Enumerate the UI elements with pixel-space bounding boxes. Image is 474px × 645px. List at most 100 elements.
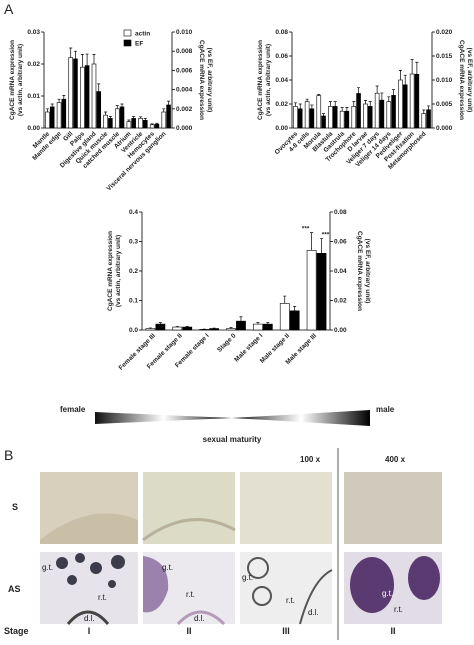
error-bar [143,118,147,121]
y-tick-label: 0.01 [27,93,40,100]
bar [306,250,317,331]
stage: III [282,626,290,636]
error-bar [320,238,324,254]
y-tick-label: 0.00 [275,125,288,132]
error-bar [266,322,270,325]
bar [289,310,300,331]
micrograph-detail [176,610,226,626]
error-bar [162,108,166,112]
bar [316,95,322,129]
bar [262,323,273,331]
image-label: r.t. [98,593,107,602]
bar [339,110,345,129]
bar [108,118,113,129]
bar [363,103,368,129]
error-bar [69,47,73,58]
image-label: d.l. [308,608,319,617]
y-axis-title: CgACE mRNA expression [107,231,114,311]
legend-swatch [123,39,132,47]
micrograph-detail [143,556,169,613]
bar [84,65,90,129]
bar [253,323,263,331]
bar [421,113,427,129]
micrograph-detail [247,557,333,625]
bar [199,329,210,331]
panel-label: A [4,1,14,17]
error-bar [127,119,131,122]
error-bar [410,59,414,74]
y2-axis-title: CgACE mRNA expression [198,40,205,120]
bar [182,326,193,331]
micrograph [143,472,235,544]
micrograph-detail [142,518,236,542]
bar [154,123,160,129]
bar [103,114,108,129]
y-tick-label: 0.02 [27,61,40,68]
bar [45,111,50,129]
error-bar [328,101,332,107]
image-label: r.t. [286,596,295,605]
y-axis-title: (vs actin, arbitrary unit) [265,44,272,116]
error-bar [317,94,321,96]
y2-axis-title: (vs EF, arbitrary unit) [206,48,213,113]
error-bar [139,116,143,119]
stage-label: Stage [4,626,29,636]
bar [328,106,333,129]
bar [96,91,102,129]
bar [356,93,361,129]
axis-frame [43,32,173,129]
bar [131,118,136,129]
micrograph-detail [56,553,125,588]
error-bar [62,95,66,100]
bar [309,108,315,129]
gradient-right-label: male [376,405,395,414]
error-bar [322,113,326,116]
image-label: r.t. [186,590,195,599]
legend-label: EF [135,41,143,48]
error-bar [92,54,96,64]
bar [126,121,132,129]
error-bar [415,61,419,75]
bar [279,303,290,331]
error-bar [345,107,349,112]
bar [367,106,373,129]
y-tick-label: 0.06 [275,53,288,60]
bar [304,101,310,129]
micrograph-detail [66,610,110,625]
bar [426,109,431,129]
error-bar [352,101,356,107]
error-bar [310,104,314,109]
error-bar [375,85,379,94]
micrograph-detail [40,513,138,544]
error-bar [293,102,297,107]
y2-tick-label: 0.04 [334,268,347,275]
bar [155,323,166,331]
error-bar [398,70,402,80]
y2-tick-label: 0.006 [176,67,193,74]
gradient-female [95,412,232,424]
y2-tick-label: 0.06 [334,239,347,246]
y2-tick-label: 0.020 [436,29,453,36]
bar [293,106,298,129]
error-bar [298,103,302,109]
bar [409,73,415,129]
y-tick-label: 0.02 [275,101,288,108]
y2-tick-label: 0.00 [334,327,347,334]
error-bar [148,327,152,329]
y2-tick-label: 0.000 [176,125,193,132]
image-label: r.t. [394,605,403,614]
bar [145,328,156,331]
error-bar [427,105,431,110]
error-bar [340,107,344,112]
y-axis-title: CgACE mRNA expression [9,40,16,120]
y-tick-label: 0.08 [275,29,288,36]
y-tick-label: 0.03 [27,29,40,36]
y2-tick-label: 0.010 [176,29,193,36]
image-label: d.l. [84,614,95,623]
error-bar [368,101,372,107]
bar [344,110,350,129]
error-bar [256,322,260,325]
y2-axis-title: (vs EF, arbitrary unit) [364,239,371,304]
micrograph-detail [350,556,440,613]
row-label: S [12,502,18,512]
